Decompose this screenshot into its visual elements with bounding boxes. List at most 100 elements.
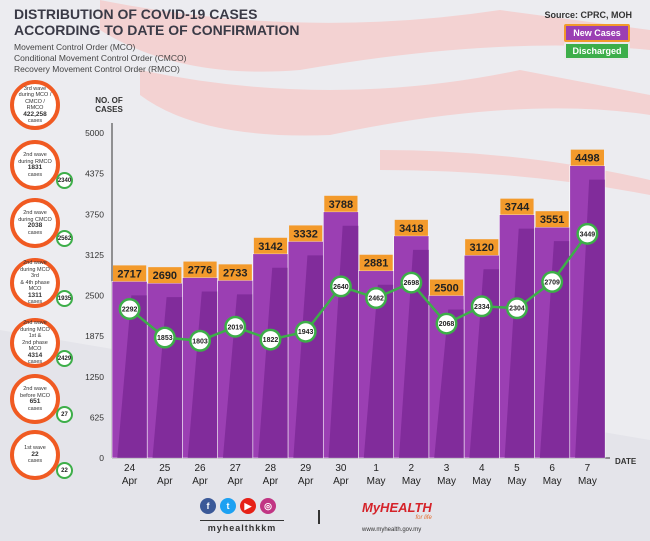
x-tick-label-day: 27 (230, 463, 242, 474)
wave-circle: 2nd wave during MCO 3rd & 4th phase MCO 131… (10, 258, 60, 308)
discharged-value-label: 1822 (263, 337, 279, 344)
bar-cap (289, 225, 323, 242)
wave-discharged-badge: 27 (56, 406, 73, 423)
wave-label: 2nd wave (23, 210, 47, 216)
instagram-icon[interactable]: ◎ (260, 498, 276, 514)
discharged-point-inner (402, 274, 420, 292)
x-tick-label-month: May (543, 476, 562, 487)
y-axis-label-line1: NO. OF (95, 96, 123, 105)
x-tick-label-day: 3 (444, 463, 450, 474)
discharged-value-label: 1803 (192, 338, 208, 345)
bar-value-label: 2690 (153, 270, 177, 282)
x-tick-label-day: 2 (409, 463, 415, 474)
discharged-point-inner (508, 299, 526, 317)
wave-discharged-badge: 2562 (56, 230, 73, 247)
wave-circle: 2nd wave before MCO 651 cases (10, 374, 60, 424)
bar-cap (465, 239, 499, 256)
bar-value-label: 3142 (258, 241, 282, 253)
title-line-1: DISTRIBUTION OF COVID-19 CASES (14, 6, 258, 22)
x-tick-label-month: May (472, 476, 491, 487)
facebook-icon[interactable]: f (200, 498, 216, 514)
wave-text: 2nd wave before MCO 651 cases (20, 386, 50, 412)
x-tick-label-month: Apr (122, 476, 138, 487)
bar-cap (394, 219, 428, 236)
discharged-value-label: 2019 (227, 324, 243, 331)
discharged-point-inner (261, 331, 279, 349)
wave-label: during MCO / (18, 92, 52, 98)
wave-unit: cases (27, 171, 43, 178)
bar-shade (222, 294, 253, 458)
myhealth-logo: MyHEALTH for life www.myhealth.gov.my (362, 500, 432, 533)
legend-discharged: Discharged (564, 42, 630, 60)
wave-text: 2nd wave during CMCO 2038 cases (18, 210, 52, 236)
y-tick-label: 1250 (85, 372, 104, 382)
bar-value-label: 3120 (470, 242, 494, 254)
wave-circle: 2nd wave during MCO 1st & 2nd phase MCO 431… (10, 318, 60, 368)
x-tick-label-day: 5 (514, 463, 520, 474)
y-tick-label: 4375 (85, 169, 104, 179)
wave-label: before MCO (20, 392, 50, 399)
wave-label: during RMCO (18, 158, 52, 165)
wave-circle: 2nd wave during RMCO 1831 cases (10, 140, 60, 190)
wave-label: CMCO / RMCO (25, 98, 45, 112)
discharged-value-label: 2334 (474, 304, 490, 311)
divider (318, 510, 320, 524)
wave-label: 2nd wave (23, 260, 47, 267)
x-axis-label: DATE (615, 457, 637, 466)
brand-tagline: for life (415, 515, 432, 521)
x-tick-label-month: May (402, 476, 421, 487)
wave-unit: cases (27, 299, 43, 306)
wave-unit: cases (27, 118, 43, 124)
subtitle-rmco: Recovery Movement Control Order (RMCO) (14, 64, 180, 74)
x-tick-label-day: 26 (194, 463, 206, 474)
discharged-point-inner (121, 300, 139, 318)
bar-cap (359, 254, 393, 271)
bar-value-label: 3551 (540, 214, 564, 226)
wave-label: & 4th phase MCO (20, 279, 50, 293)
wave-text: 2nd wave during RMCO 1831 cases (18, 152, 52, 178)
wave-cases: 1311 (27, 291, 43, 299)
wave-label: during CMCO (18, 216, 52, 223)
bar-value-label: 3788 (329, 199, 353, 211)
bar-cap (183, 261, 217, 278)
social-icons: f t ▶ ◎ (200, 498, 276, 514)
y-tick-label: 2500 (85, 291, 104, 301)
bar-shade (398, 249, 429, 458)
brand-url: www.myhealth.gov.my (362, 527, 422, 533)
bar-value-label: 4498 (575, 153, 599, 165)
youtube-icon[interactable]: ▶ (240, 498, 256, 514)
wave-cases: 22 (31, 450, 39, 458)
discharged-value-label: 2709 (544, 279, 560, 286)
x-tick-label-day: 4 (479, 463, 485, 474)
x-tick-label-month: May (578, 476, 597, 487)
y-tick-label: 3125 (85, 250, 104, 260)
x-tick-label-day: 1 (373, 463, 379, 474)
wave-circle: 2nd wave during CMCO 2038 cases (10, 198, 60, 248)
bar-shade (434, 309, 465, 458)
wave-discharged-badge: 1935 (56, 290, 73, 307)
wave-cases: 1831 (27, 164, 43, 171)
bar-value-label: 3418 (399, 223, 423, 235)
discharged-value-label: 2068 (439, 321, 455, 328)
discharged-point-inner (578, 225, 596, 243)
wave-discharged-badge: 22 (56, 462, 73, 479)
wave-discharged-badge: 2429 (56, 350, 73, 367)
y-tick-label: 0 (99, 453, 104, 463)
bar-shade (504, 228, 535, 458)
y-axis-label-line2: CASES (95, 105, 123, 114)
subtitle-mco: Movement Control Order (MCO) (14, 42, 136, 52)
x-tick-label-day: 6 (549, 463, 555, 474)
x-tick-label-month: May (367, 476, 386, 487)
wave-circle: 1st wave 22 cases (10, 430, 60, 480)
bar-value-label: 2881 (364, 258, 388, 270)
discharged-point-inner (191, 332, 209, 350)
bar-shade (293, 255, 324, 458)
bar-cap (218, 264, 252, 281)
x-tick-label-day: 28 (265, 463, 277, 474)
twitter-icon[interactable]: t (220, 498, 236, 514)
wave-label: 2nd phase MCO (22, 339, 48, 353)
wave-label: 2nd wave (23, 320, 47, 327)
x-tick-label-day: 24 (124, 463, 136, 474)
y-tick-label: 625 (90, 412, 104, 422)
wave-unit: cases (27, 458, 43, 465)
